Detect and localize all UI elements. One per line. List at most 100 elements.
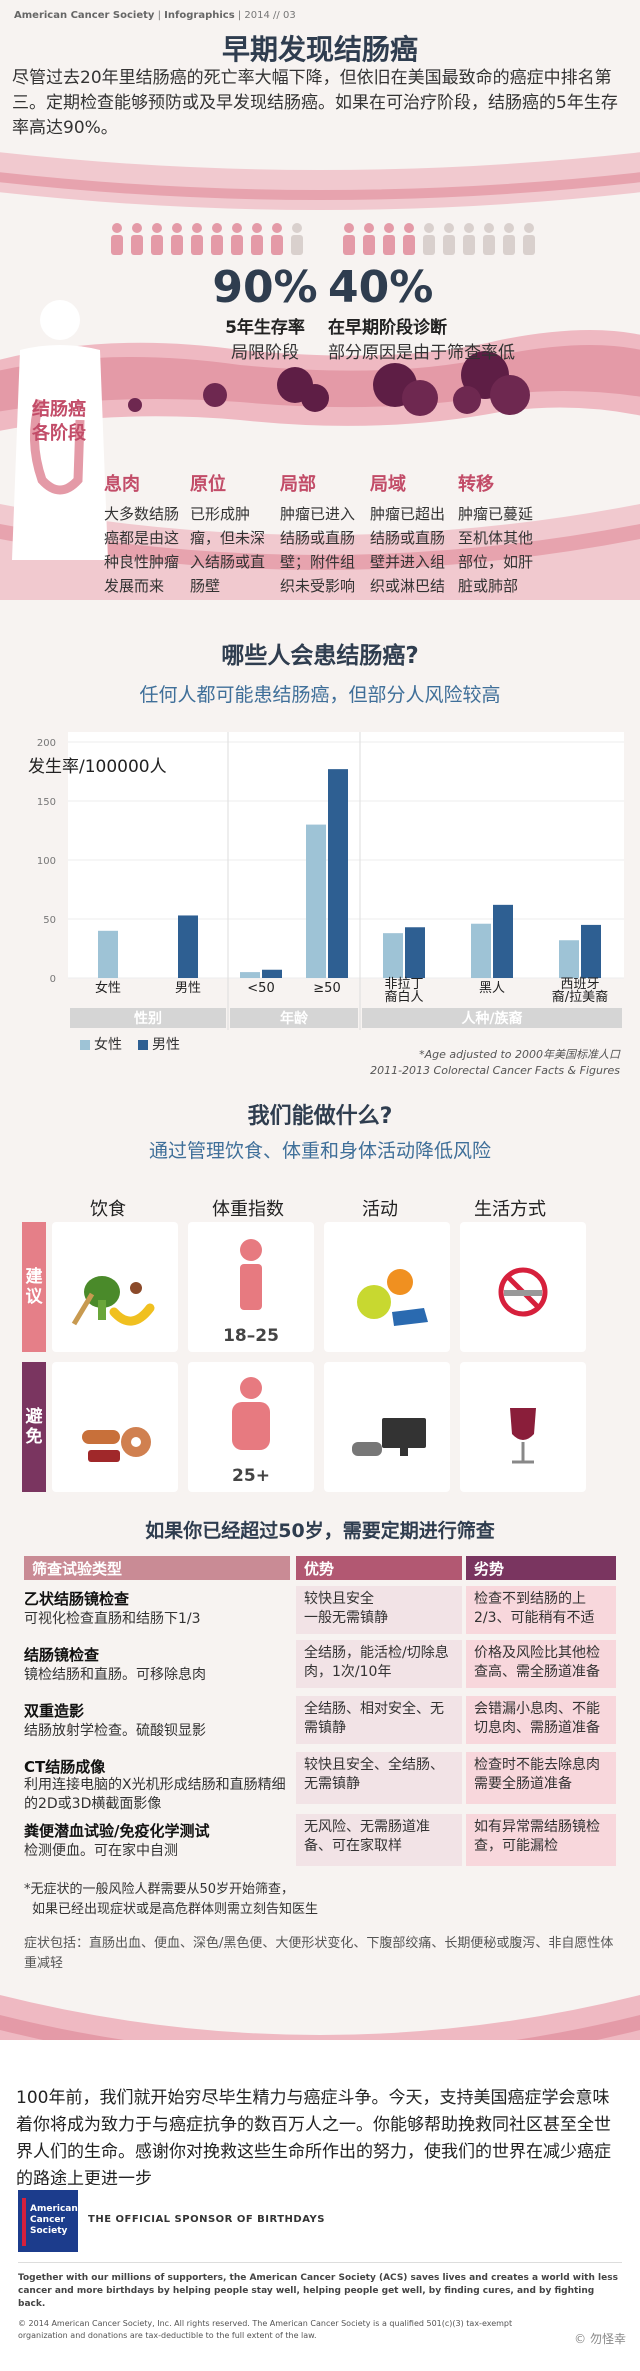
bar-male bbox=[405, 927, 425, 978]
survival-people-icons bbox=[108, 222, 306, 256]
sponsor-tagline: THE OFFICIAL SPONSOR OF BIRTHDAYS bbox=[88, 2214, 325, 2225]
stat-survival: 90% 5年生存率 局限阶段 bbox=[190, 262, 340, 363]
stages-heading: 结肠癌 各阶段 bbox=[32, 399, 86, 444]
cell-activity-recommend bbox=[324, 1222, 450, 1352]
group-label-bar bbox=[230, 1008, 358, 1028]
cell-bmi-recommend: 18–25 bbox=[188, 1222, 314, 1352]
chart-footnote-source: 2011-2013 Colorectal Cancer Facts & Figu… bbox=[370, 1064, 620, 1077]
bar-female bbox=[240, 972, 260, 978]
bar-female bbox=[559, 940, 579, 978]
test-desc: 利用连接电脑的X光机形成结肠和直肠精细的2D或3D横截面影像 bbox=[24, 1777, 286, 1812]
bar-male bbox=[262, 969, 282, 978]
test-pro: 较快且安全、全结肠、无需镇静 bbox=[296, 1752, 462, 1804]
stat-diagnosis-sublabel: 部分原因是由于筛查率低 bbox=[328, 343, 515, 363]
person-icon bbox=[191, 223, 203, 255]
test-pro: 全结肠、相对安全、无需镇静 bbox=[296, 1696, 462, 1744]
category-label: 男性 bbox=[175, 981, 201, 996]
healthy-person-icon bbox=[240, 1239, 262, 1310]
header-pros: 优势 bbox=[296, 1556, 462, 1580]
person-icon bbox=[383, 223, 395, 255]
org-name: American Cancer Society bbox=[14, 10, 155, 21]
person-icon bbox=[271, 223, 283, 255]
person-icon bbox=[111, 223, 123, 255]
year: 2014 bbox=[244, 10, 270, 21]
junk-food-icon bbox=[82, 1427, 151, 1462]
category-label: <50 bbox=[247, 981, 274, 996]
stage-desc: 大多数结肠癌都是由这种良性肿瘤发展而来 bbox=[104, 505, 180, 595]
person-icon bbox=[463, 223, 475, 255]
footer-divider bbox=[18, 2262, 622, 2263]
who-subtitle: 任何人都可能患结肠癌，但部分人风险较高 bbox=[139, 684, 501, 706]
cell-activity-avoid bbox=[324, 1362, 450, 1492]
cell-lifestyle-recommend bbox=[460, 1222, 586, 1352]
legend-swatch-female bbox=[80, 1040, 90, 1050]
header-test-type: 筛查试验类型 bbox=[24, 1556, 290, 1580]
legend-label-male: 男性 bbox=[152, 1037, 180, 1053]
bar-female bbox=[98, 930, 118, 978]
screening-note-2: 如果已经出现症状或是高危群体则需立刻告知医生 bbox=[32, 1902, 319, 1917]
test-con: 如有异常需结肠镜检查，可能漏检 bbox=[466, 1814, 616, 1866]
category-label: ≥50 bbox=[313, 981, 340, 996]
cell-diet-recommend bbox=[52, 1222, 178, 1352]
overweight-person-icon bbox=[232, 1377, 270, 1450]
stat-survival-value: 90% bbox=[212, 262, 318, 313]
y-tick-label: 50 bbox=[43, 915, 56, 926]
person-icon bbox=[151, 223, 163, 255]
person-icon bbox=[343, 223, 355, 255]
legend-label-female: 女性 bbox=[94, 1036, 122, 1053]
bar-male bbox=[581, 924, 601, 978]
row-tag-avoid: 避免 bbox=[22, 1362, 46, 1492]
y-tick-label: 200 bbox=[37, 738, 56, 749]
stage-desc: 肿瘤已蔓延至机体其他部位，如肝脏或肺部 bbox=[458, 505, 534, 595]
category-label: 女性 bbox=[95, 980, 121, 996]
stage-regional: 局域 肿瘤已超出结肠或直肠壁并进入组织或淋巴结 bbox=[370, 470, 452, 598]
test-name: 粪便潜血试验/免疫化学测试 bbox=[24, 1822, 210, 1840]
test-con: 价格及风险比其他检查高、需全肠道准备 bbox=[466, 1640, 616, 1688]
legend-swatch-male bbox=[138, 1040, 148, 1050]
y-tick-label: 0 bbox=[50, 974, 56, 985]
bar-male bbox=[178, 915, 198, 978]
screening-note-1: *无症状的一般风险人群需要从50岁开始筛查， bbox=[24, 1882, 295, 1897]
intro-text: 尽管过去20年里结肠癌的死亡率大幅下降，但依旧在美国最致命的癌症中排名第三。定期… bbox=[12, 68, 618, 138]
test-name: CT结肠成像 bbox=[24, 1758, 106, 1776]
colon-illustration bbox=[0, 152, 640, 600]
stage-in-situ: 原位 已形成肿瘤，但未深入结肠或直肠壁 bbox=[190, 470, 272, 598]
test-pro: 较快且安全 一般无需镇静 bbox=[296, 1586, 462, 1634]
bar-male bbox=[493, 904, 513, 978]
closing-text: 100年前，我们就开始穷尽毕生精力与癌症斗争。今天，支持美国癌症学会意味着你将成… bbox=[16, 2088, 611, 2189]
stage-desc: 已形成肿瘤，但未深入结肠或直肠壁 bbox=[190, 505, 266, 595]
stage-name: 局部 bbox=[280, 474, 316, 495]
sports-equipment-icon bbox=[357, 1269, 428, 1326]
group-label: 人种/族裔 bbox=[461, 1010, 522, 1027]
test-con: 检查时不能去除息肉需要全肠道准备 bbox=[466, 1752, 616, 1804]
issue: 03 bbox=[282, 10, 296, 21]
test-name: 结肠镜检查 bbox=[24, 1646, 100, 1664]
test-desc: 可视化检查直肠和结肠下1/3 bbox=[24, 1611, 201, 1627]
bar-female bbox=[306, 824, 326, 978]
stage-desc: 肿瘤已进入结肠或直肠壁；附件组织未受影响 bbox=[280, 505, 356, 595]
col-bmi: 体重指数 bbox=[212, 1199, 284, 1220]
acs-logo: American Cancer Society bbox=[18, 2190, 78, 2252]
footer bbox=[0, 2185, 640, 2371]
watermark: © 勿怪幸 bbox=[574, 2332, 626, 2346]
group-label: 性别 bbox=[134, 1010, 162, 1027]
stat-diagnosis-label: 在早期阶段诊断 bbox=[328, 318, 447, 338]
stat-diagnosis: 40% 在早期阶段诊断 部分原因是由于筛查率低 bbox=[328, 262, 568, 363]
col-diet: 饮食 bbox=[90, 1199, 126, 1220]
group-label-bar bbox=[70, 1008, 226, 1028]
section-name: Infographics bbox=[164, 10, 235, 21]
person-icon bbox=[131, 223, 143, 255]
person-icon bbox=[483, 223, 495, 255]
bar-female bbox=[383, 933, 403, 978]
y-tick-label: 100 bbox=[37, 856, 56, 867]
todo-subtitle: 通过管理饮食、体重和身体活动降低风险 bbox=[148, 1140, 491, 1162]
person-icon bbox=[211, 223, 223, 255]
test-desc: 结肠放射学检查。硫酸钡显影 bbox=[24, 1723, 206, 1739]
group-label: 年龄 bbox=[280, 1010, 309, 1027]
cell-bmi-avoid: 25+ bbox=[188, 1362, 314, 1492]
person-icon bbox=[403, 223, 415, 255]
group-label-bar bbox=[362, 1008, 622, 1028]
cell-lifestyle-avoid bbox=[460, 1362, 586, 1492]
stage-polyp: 息肉 大多数结肠癌都是由这种良性肿瘤发展而来 bbox=[104, 470, 186, 598]
